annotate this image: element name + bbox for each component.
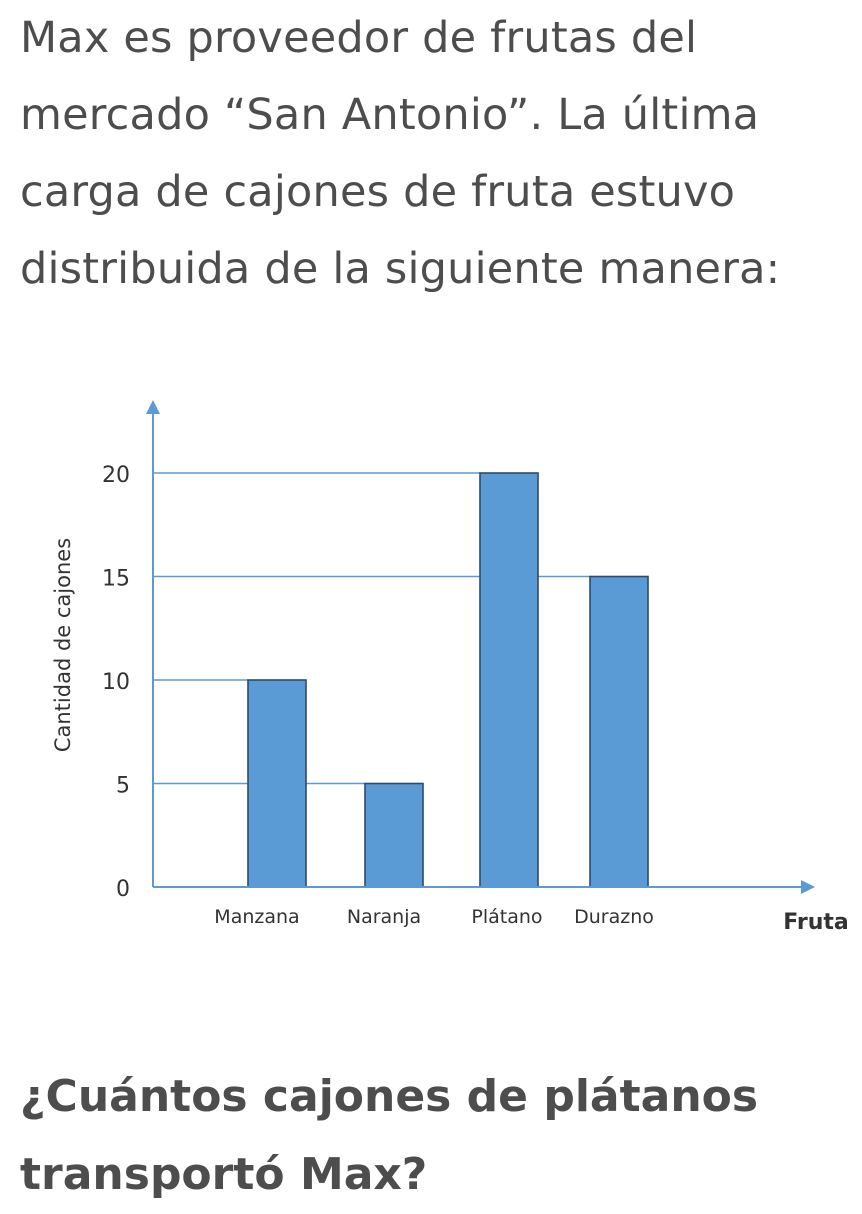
bar-manzana — [247, 679, 307, 888]
y-tick-label: 10 — [102, 670, 130, 695]
question-line: transportó Max? — [20, 1149, 428, 1200]
x-tick-label: Naranja — [347, 906, 421, 928]
question-text: ¿Cuántos cajones de plátanos transportó … — [20, 1058, 850, 1214]
x-tick-label: Plátano — [471, 906, 542, 928]
y-tick-label: 5 — [116, 774, 130, 799]
bar-plátano — [479, 472, 539, 888]
intro-paragraph: Max es proveedor de frutas del mercado “… — [20, 0, 850, 308]
intro-line: Max es proveedor de frutas del — [20, 13, 698, 63]
y-tick-label: 15 — [102, 567, 130, 592]
bar-chart: 0 5 10 15 20 Manzana Naranja Plátano Durazno Frut… — [0, 380, 862, 960]
x-axis-label: Fruta — [783, 910, 849, 935]
y-tick-label: 0 — [116, 877, 130, 902]
y-tick-label: 20 — [102, 463, 130, 488]
bar-naranja — [364, 782, 424, 888]
x-tick-label: Durazno — [574, 906, 654, 928]
y-axis-label: Cantidad de cajones — [51, 538, 75, 752]
intro-line: mercado “San Antonio”. La última — [20, 90, 760, 140]
x-tick-label: Manzana — [214, 906, 299, 928]
bar-durazno — [589, 575, 649, 888]
intro-line: distribuida de la siguiente manera: — [20, 244, 781, 294]
x-axis-arrow — [801, 880, 815, 894]
y-axis-arrow — [146, 400, 160, 414]
question-line: ¿Cuántos cajones de plátanos — [20, 1071, 759, 1122]
intro-line: carga de cajones de fruta estuvo — [20, 167, 736, 217]
bar-chart-svg: 0 5 10 15 20 Manzana Naranja Plátano Durazno Frut… — [51, 400, 849, 935]
